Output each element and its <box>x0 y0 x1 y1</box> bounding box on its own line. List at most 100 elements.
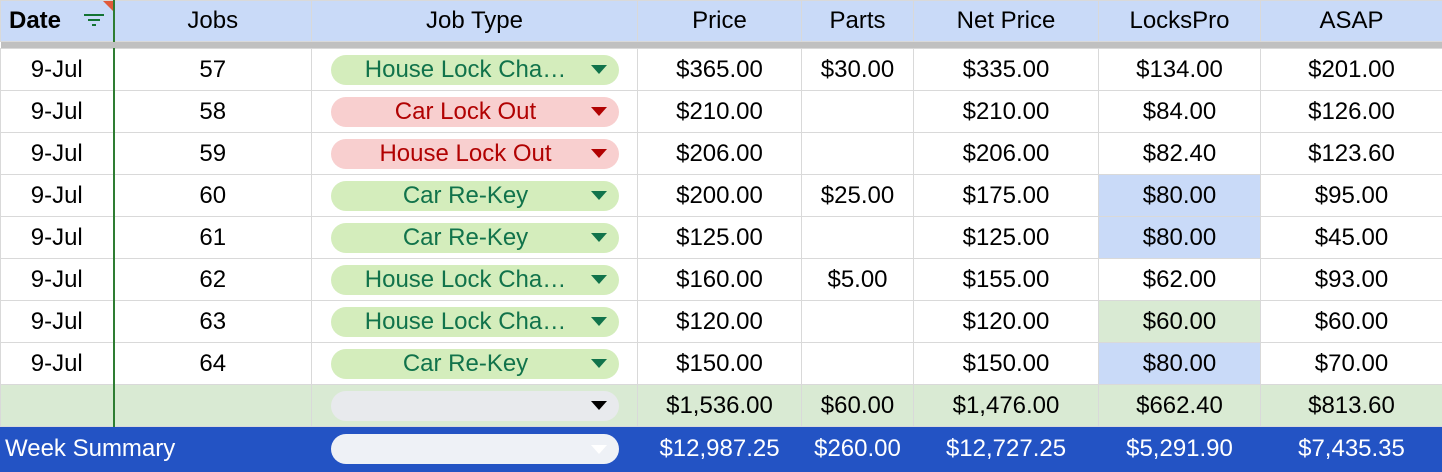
week-summary-label[interactable]: Week Summary <box>1 427 312 472</box>
total-job-type-cell[interactable] <box>312 385 638 427</box>
net-price-cell[interactable]: $155.00 <box>914 259 1099 301</box>
column-header-net-price[interactable]: Net Price <box>914 1 1099 42</box>
column-header-price[interactable]: Price <box>638 1 802 42</box>
parts-cell[interactable]: $30.00 <box>802 49 914 91</box>
date-cell[interactable]: 9-Jul <box>1 133 114 175</box>
job-type-chip[interactable]: Car Re-Key <box>331 181 619 211</box>
job-type-cell[interactable]: House Lock Out <box>312 133 638 175</box>
chevron-down-icon[interactable] <box>591 359 607 368</box>
job-type-cell[interactable]: Car Re-Key <box>312 343 638 385</box>
chevron-down-icon[interactable] <box>591 233 607 242</box>
parts-cell[interactable] <box>802 91 914 133</box>
date-cell[interactable]: 9-Jul <box>1 49 114 91</box>
jobs-cell[interactable]: 63 <box>114 301 312 343</box>
summary-job-type-cell[interactable] <box>312 427 638 472</box>
asap-cell[interactable]: $123.60 <box>1261 133 1442 175</box>
parts-cell[interactable] <box>802 217 914 259</box>
chevron-down-icon[interactable] <box>591 275 607 284</box>
price-cell[interactable]: $210.00 <box>638 91 802 133</box>
job-type-chip[interactable]: House Lock Cha… <box>331 307 619 337</box>
price-cell[interactable]: $206.00 <box>638 133 802 175</box>
asap-cell[interactable]: $45.00 <box>1261 217 1442 259</box>
jobs-cell[interactable]: 60 <box>114 175 312 217</box>
net-price-cell[interactable]: $175.00 <box>914 175 1099 217</box>
job-type-chip[interactable]: House Lock Out <box>331 139 619 169</box>
price-cell[interactable]: $160.00 <box>638 259 802 301</box>
asap-cell[interactable]: $126.00 <box>1261 91 1442 133</box>
job-type-chip[interactable]: Car Lock Out <box>331 97 619 127</box>
lockspro-cell[interactable]: $62.00 <box>1099 259 1261 301</box>
job-type-cell[interactable]: Car Re-Key <box>312 217 638 259</box>
price-cell[interactable]: $200.00 <box>638 175 802 217</box>
column-header-lockspro[interactable]: LocksPro <box>1099 1 1261 42</box>
job-type-cell[interactable]: House Lock Cha… <box>312 259 638 301</box>
total-net-price-cell[interactable]: $1,476.00 <box>914 385 1099 427</box>
net-price-cell[interactable]: $150.00 <box>914 343 1099 385</box>
column-header-jobs[interactable]: Jobs <box>114 1 312 42</box>
job-type-dropdown[interactable] <box>331 391 619 421</box>
parts-cell[interactable] <box>802 343 914 385</box>
job-type-chip[interactable]: Car Re-Key <box>331 349 619 379</box>
total-jobs-cell[interactable] <box>114 385 312 427</box>
filter-icon[interactable] <box>83 11 105 29</box>
chevron-down-icon[interactable] <box>591 149 607 158</box>
summary-price-cell[interactable]: $12,987.25 <box>638 427 802 472</box>
asap-cell[interactable]: $95.00 <box>1261 175 1442 217</box>
column-header-parts[interactable]: Parts <box>802 1 914 42</box>
net-price-cell[interactable]: $210.00 <box>914 91 1099 133</box>
job-type-chip[interactable]: House Lock Cha… <box>331 55 619 85</box>
job-type-cell[interactable]: House Lock Cha… <box>312 301 638 343</box>
parts-cell[interactable] <box>802 133 914 175</box>
date-cell[interactable]: 9-Jul <box>1 175 114 217</box>
net-price-cell[interactable]: $125.00 <box>914 217 1099 259</box>
chevron-down-icon[interactable] <box>591 401 607 410</box>
lockspro-cell[interactable]: $80.00 <box>1099 217 1261 259</box>
date-cell[interactable]: 9-Jul <box>1 91 114 133</box>
lockspro-cell[interactable]: $82.40 <box>1099 133 1261 175</box>
asap-cell[interactable]: $70.00 <box>1261 343 1442 385</box>
price-cell[interactable]: $125.00 <box>638 217 802 259</box>
chevron-down-icon[interactable] <box>591 107 607 116</box>
jobs-cell[interactable]: 58 <box>114 91 312 133</box>
chevron-down-icon[interactable] <box>591 317 607 326</box>
lockspro-cell[interactable]: $80.00 <box>1099 175 1261 217</box>
job-type-cell[interactable]: House Lock Cha… <box>312 49 638 91</box>
summary-lockspro-cell[interactable]: $5,291.90 <box>1099 427 1261 472</box>
lockspro-cell[interactable]: $80.00 <box>1099 343 1261 385</box>
job-type-cell[interactable]: Car Re-Key <box>312 175 638 217</box>
job-type-chip[interactable]: House Lock Cha… <box>331 265 619 295</box>
total-date-cell[interactable] <box>1 385 114 427</box>
jobs-cell[interactable]: 62 <box>114 259 312 301</box>
total-parts-cell[interactable]: $60.00 <box>802 385 914 427</box>
job-type-chip[interactable]: Car Re-Key <box>331 223 619 253</box>
net-price-cell[interactable]: $120.00 <box>914 301 1099 343</box>
column-header-asap[interactable]: ASAP <box>1261 1 1442 42</box>
lockspro-cell[interactable]: $60.00 <box>1099 301 1261 343</box>
parts-cell[interactable]: $25.00 <box>802 175 914 217</box>
summary-parts-cell[interactable]: $260.00 <box>802 427 914 472</box>
total-asap-cell[interactable]: $813.60 <box>1261 385 1442 427</box>
lockspro-cell[interactable]: $134.00 <box>1099 49 1261 91</box>
net-price-cell[interactable]: $335.00 <box>914 49 1099 91</box>
date-cell[interactable]: 9-Jul <box>1 217 114 259</box>
chevron-down-icon[interactable] <box>591 191 607 200</box>
column-header-job-type[interactable]: Job Type <box>312 1 638 42</box>
date-cell[interactable]: 9-Jul <box>1 301 114 343</box>
summary-net-price-cell[interactable]: $12,727.25 <box>914 427 1099 472</box>
net-price-cell[interactable]: $206.00 <box>914 133 1099 175</box>
column-header-date[interactable]: Date <box>1 1 114 42</box>
jobs-cell[interactable]: 64 <box>114 343 312 385</box>
price-cell[interactable]: $150.00 <box>638 343 802 385</box>
chevron-down-icon[interactable] <box>591 445 607 454</box>
parts-cell[interactable] <box>802 301 914 343</box>
summary-asap-cell[interactable]: $7,435.35 <box>1261 427 1442 472</box>
total-price-cell[interactable]: $1,536.00 <box>638 385 802 427</box>
total-lockspro-cell[interactable]: $662.40 <box>1099 385 1261 427</box>
jobs-cell[interactable]: 59 <box>114 133 312 175</box>
chevron-down-icon[interactable] <box>591 65 607 74</box>
lockspro-cell[interactable]: $84.00 <box>1099 91 1261 133</box>
jobs-cell[interactable]: 57 <box>114 49 312 91</box>
price-cell[interactable]: $120.00 <box>638 301 802 343</box>
asap-cell[interactable]: $93.00 <box>1261 259 1442 301</box>
parts-cell[interactable]: $5.00 <box>802 259 914 301</box>
